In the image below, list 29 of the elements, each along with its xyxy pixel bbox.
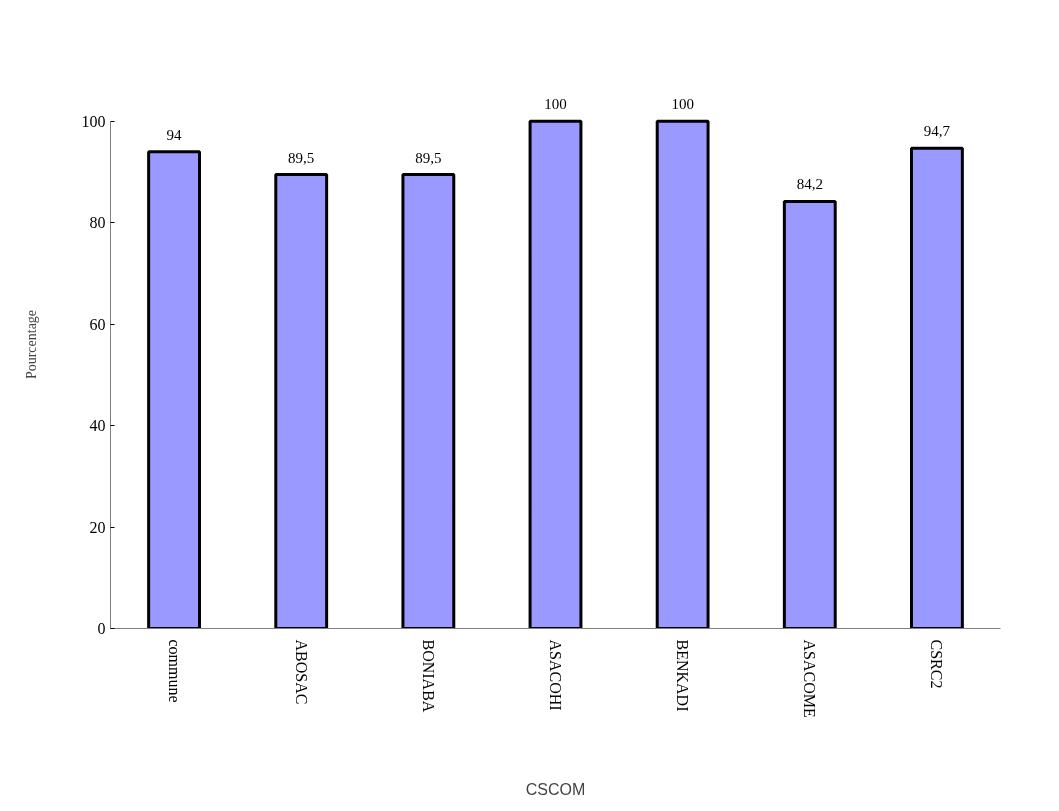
x-tick-label: ASACOHI <box>547 639 564 711</box>
x-tick-label: ABOSAC <box>292 639 310 705</box>
data-label: 89,5 <box>415 149 442 166</box>
bar <box>147 150 201 629</box>
x-tick-label: ASACOME <box>801 639 819 718</box>
data-label: 100 <box>544 96 567 113</box>
bar <box>655 119 710 629</box>
data-label: 89,5 <box>288 149 315 166</box>
bar <box>401 173 456 629</box>
data-label: 100 <box>671 96 694 113</box>
x-tick-label: CSRC2 <box>928 639 946 689</box>
x-tick-label: BONIABA <box>419 639 437 713</box>
data-label: 94,7 <box>923 123 951 140</box>
y-tick-label: 80 <box>89 214 106 232</box>
bar <box>910 146 964 629</box>
data-label: 84,2 <box>796 176 823 193</box>
x-axis-title: CSCOM <box>525 780 586 798</box>
y-tick-label: 100 <box>81 112 106 130</box>
data-label: 94 <box>166 126 183 143</box>
y-axis-title: Pourcentage <box>23 309 39 380</box>
y-tick-label: 20 <box>89 518 106 536</box>
x-tick-label: commune <box>165 639 183 703</box>
y-tick-label: 40 <box>89 417 106 435</box>
bar <box>274 173 329 629</box>
x-tick-label: BENKADI <box>674 639 692 712</box>
bar <box>528 119 583 629</box>
y-tick-label: 0 <box>97 620 106 637</box>
y-tick-label: 60 <box>89 315 106 333</box>
bar <box>782 199 837 629</box>
